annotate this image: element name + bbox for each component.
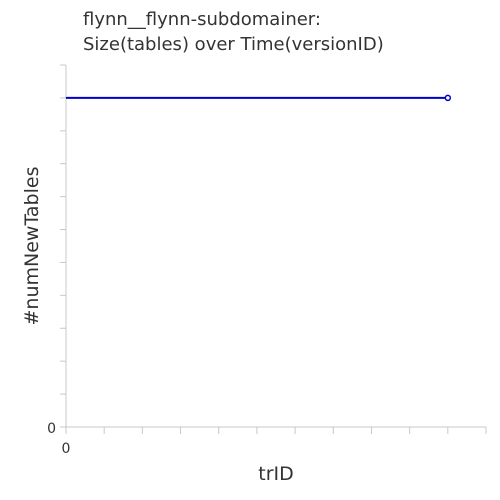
data-point — [444, 94, 452, 102]
x-tick-label-0: 0 — [62, 441, 71, 457]
y-axis-label: #numNewTables — [21, 167, 43, 326]
chart-title-line-2: Size(tables) over Time(versionID) — [83, 34, 384, 55]
x-axis-ticks — [65, 427, 487, 434]
series-layer — [66, 94, 452, 102]
chart-title: flynn__flynn-subdomainer: Size(tables) o… — [83, 9, 384, 55]
y-tick-label-0: 0 — [47, 421, 56, 437]
chart-title-line-1: flynn__flynn-subdomainer: — [83, 9, 321, 30]
x-axis-label: trID — [258, 463, 294, 485]
y-axis-ticks — [60, 64, 66, 428]
